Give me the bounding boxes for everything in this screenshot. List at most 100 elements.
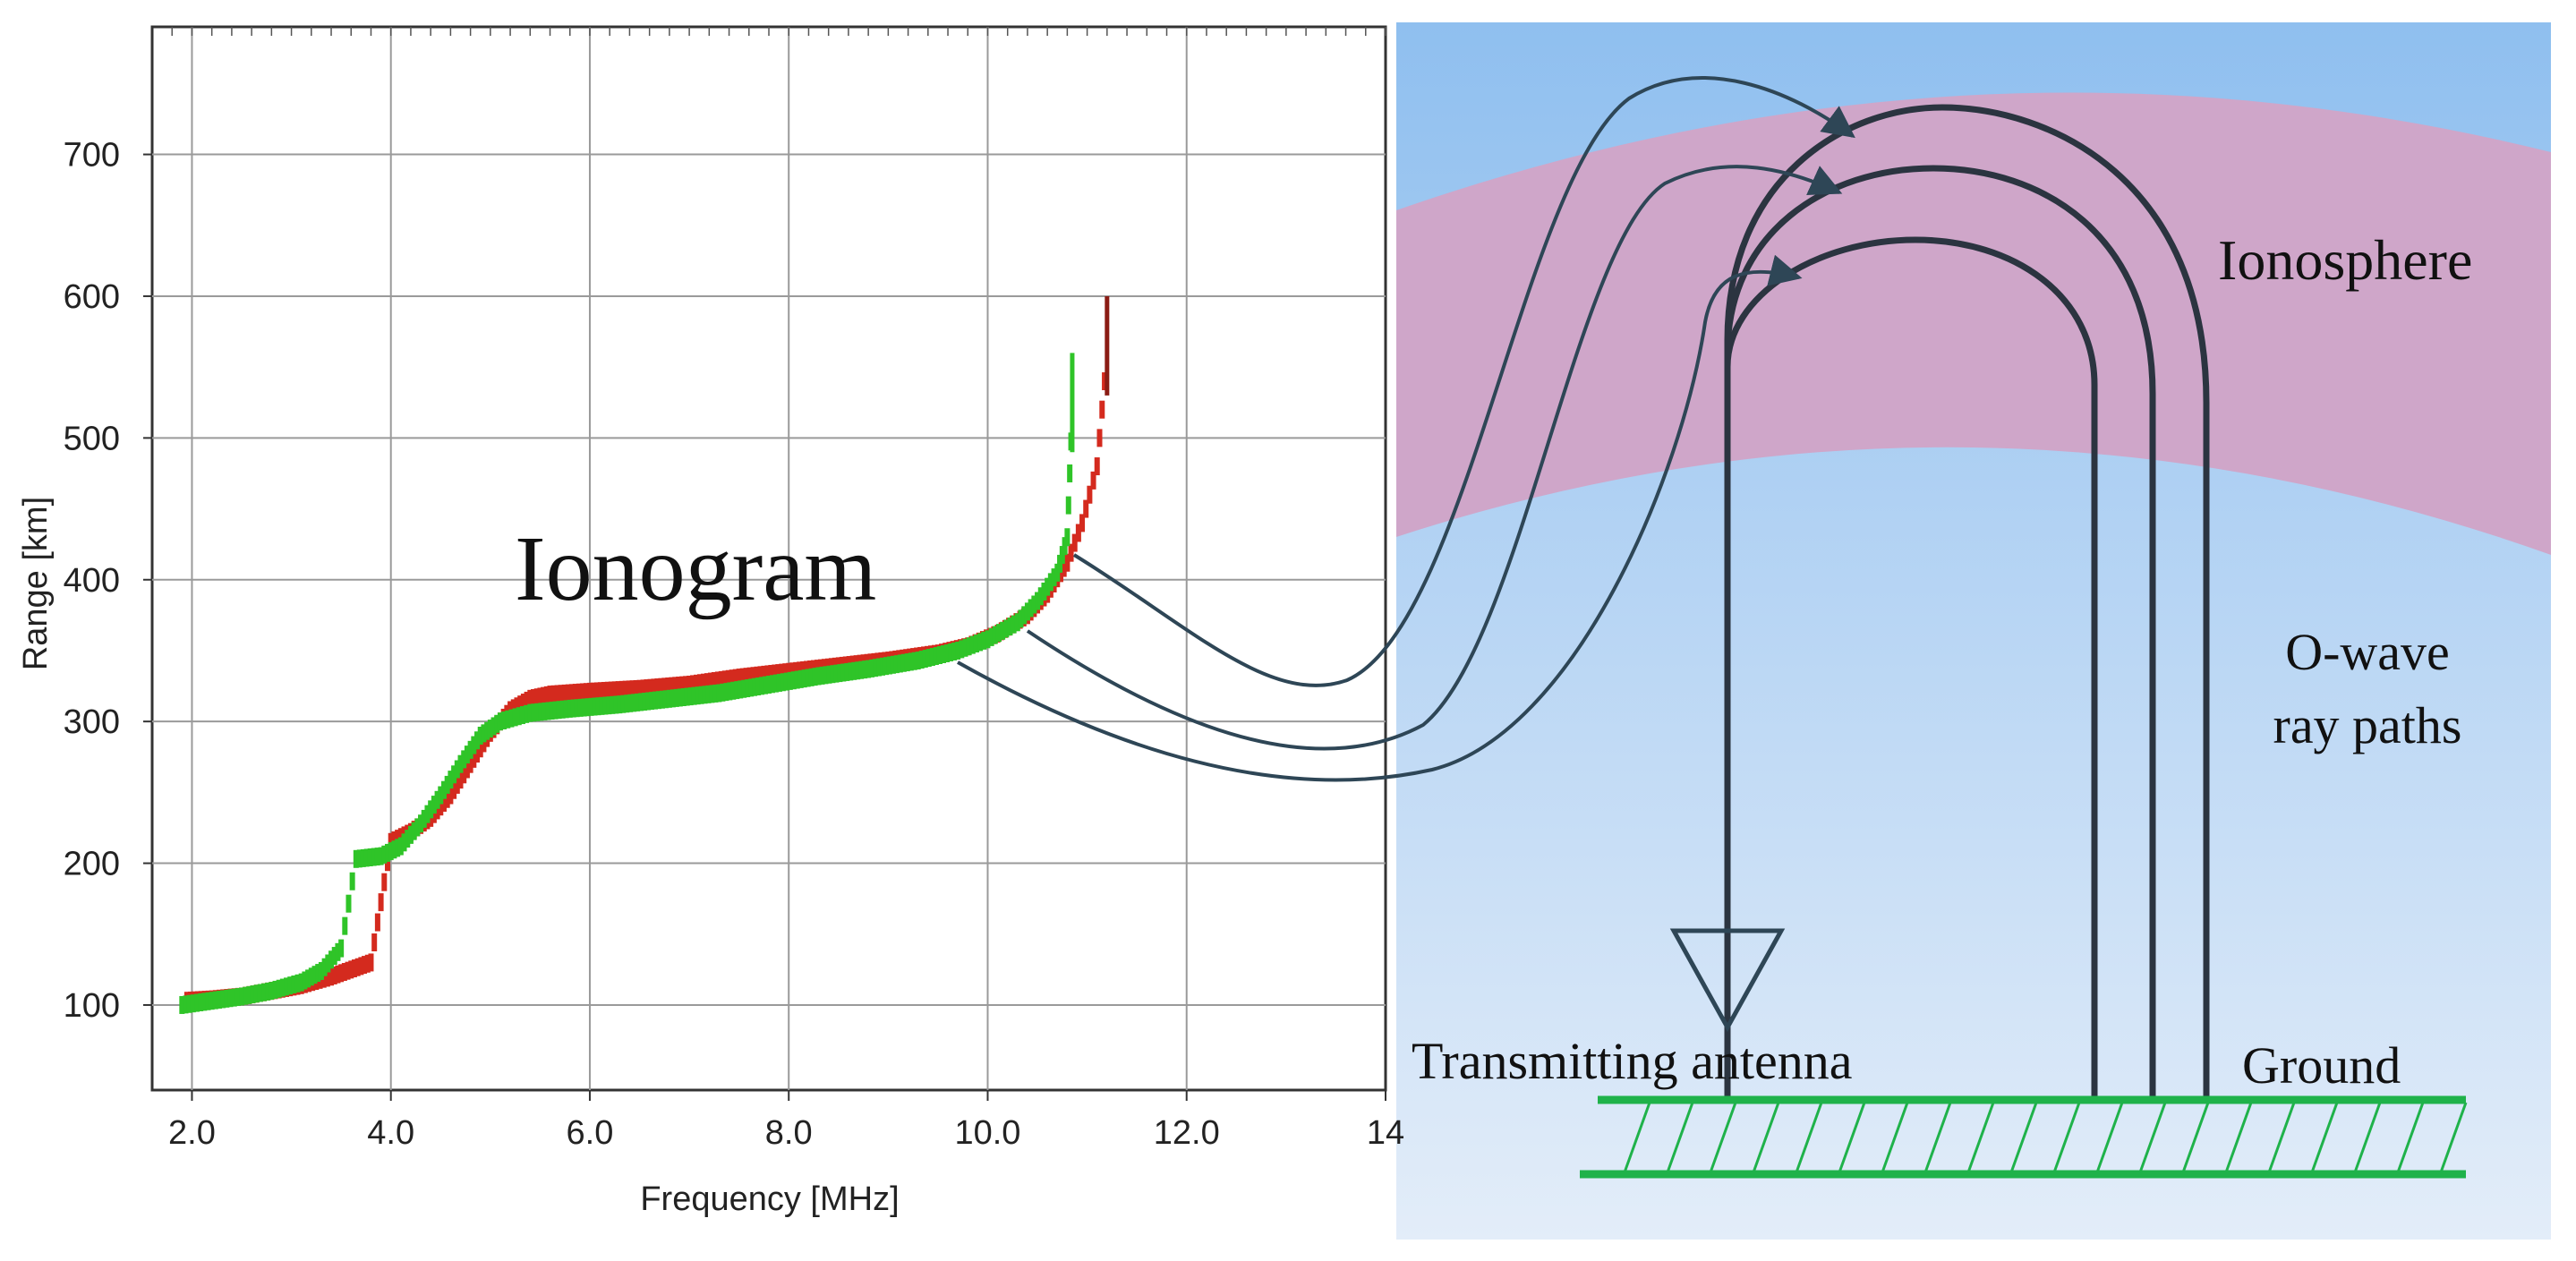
trace-mark (636, 679, 643, 698)
trace-mark (608, 681, 614, 700)
trace-mark (638, 693, 644, 711)
x-tick-label: 14 (1367, 1114, 1404, 1152)
trace-mark (858, 660, 865, 679)
ray-arch-outer (1724, 104, 2210, 1099)
trace-mark (391, 840, 397, 859)
trace-mark (734, 681, 740, 700)
trace-mark (328, 950, 335, 969)
trace-mark (1090, 471, 1096, 490)
ionosphere-layer (1396, 92, 2551, 556)
trace-mark (440, 780, 447, 799)
trace-mark (798, 669, 804, 688)
trace-mark (933, 647, 939, 666)
trace-mark (876, 658, 883, 677)
x-axis-label: Frequency [MHz] (640, 1180, 899, 1218)
trace-mark (467, 754, 473, 773)
trace-mark (985, 630, 991, 649)
trace-mark (565, 684, 571, 703)
trace-mark (644, 679, 650, 698)
ground-hatch-line (1966, 1102, 1995, 1173)
trace-mark (508, 709, 515, 728)
trace-mark (448, 786, 454, 805)
trace-mark (276, 979, 282, 998)
trace-mark (652, 691, 658, 710)
trace-mark (385, 853, 391, 872)
trace-mark (559, 700, 566, 719)
trace-mark (335, 965, 341, 984)
ground-hatch-line (1795, 1102, 1823, 1173)
trace-mark (471, 749, 477, 768)
trace-mark (358, 957, 364, 976)
trace-mark (1071, 533, 1078, 552)
trace-mark (730, 681, 737, 700)
trace-mark (348, 960, 354, 979)
trace-mark (279, 978, 286, 997)
trace-mark (324, 968, 330, 987)
trace-mark (362, 956, 368, 975)
trace-mark (618, 680, 625, 699)
trace-mark (474, 731, 481, 750)
trace-mark (397, 828, 404, 847)
y-axis-ticks: 100 200 300 400 500 600 700 (64, 137, 152, 1025)
trace-mark (542, 702, 548, 720)
trace-mark (752, 677, 758, 696)
ray-arch-middle (1724, 165, 2156, 1099)
trace-mark (1051, 568, 1057, 587)
owave-label-line2: ray paths (2273, 696, 2462, 754)
trace-mark (1011, 615, 1017, 634)
ground-hatch-line (2181, 1102, 2210, 1173)
trace-mark (363, 848, 370, 867)
trace-mark (356, 849, 363, 868)
trace-mark (550, 685, 557, 703)
trace-mark (886, 656, 892, 675)
trace-mark (915, 652, 921, 670)
trace-mark (385, 843, 391, 862)
trace-mark (1035, 592, 1041, 610)
ground-hatch-line (1709, 1102, 1737, 1173)
trace-mark (467, 740, 473, 759)
trace-mark (530, 689, 536, 708)
trace-mark (428, 800, 434, 819)
trace-mark (690, 675, 696, 694)
trace-mark (613, 695, 619, 714)
trace-mark (269, 982, 275, 1001)
trace-mark (395, 839, 401, 857)
trace-mark (265, 982, 271, 1001)
trace-mark (568, 684, 575, 703)
trace-mark (227, 989, 234, 1008)
trace-mark (869, 659, 875, 677)
trace-mark (698, 686, 704, 704)
trace-mark (620, 694, 627, 713)
trace-mark (378, 847, 384, 865)
trace-mark (743, 668, 749, 686)
trace-mark (977, 633, 984, 652)
trace-mark (593, 682, 600, 701)
trace-mark (438, 797, 444, 816)
trace-mark (761, 665, 767, 684)
trace-mark (729, 669, 735, 688)
trace-mark (1047, 573, 1053, 592)
trace-mark (602, 696, 609, 715)
trace-mark (484, 721, 490, 740)
trace-mark (231, 988, 237, 1007)
trace-mark (335, 942, 341, 961)
trace-mark (631, 694, 637, 712)
trace-mark (374, 913, 380, 932)
ionosphere-label: Ionosphere (2218, 228, 2472, 292)
trace-mark (890, 655, 896, 674)
trace-mark (712, 684, 719, 703)
trace-mark (629, 680, 635, 699)
trace-mark (588, 697, 594, 716)
trace-mark (217, 991, 223, 1010)
trace-mark (581, 698, 587, 717)
trace-mark (714, 671, 721, 690)
trace-mark (672, 677, 678, 695)
grid-lines (152, 27, 1386, 1090)
trace-mark (477, 727, 483, 745)
trace-mark (732, 669, 738, 687)
trace-mark (645, 692, 652, 711)
trace-mark (746, 667, 753, 686)
trace-mark (995, 624, 1002, 643)
trace-mark (1068, 543, 1074, 562)
trace-mark (757, 666, 763, 685)
